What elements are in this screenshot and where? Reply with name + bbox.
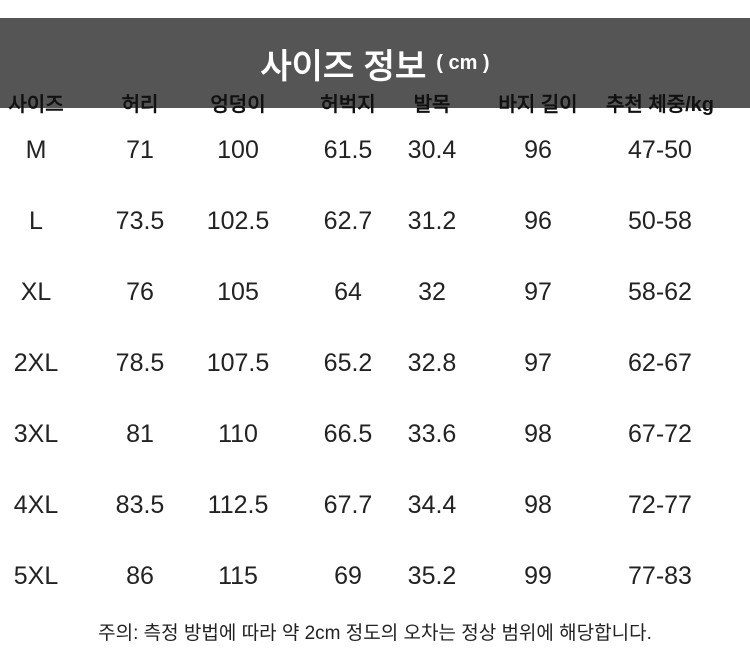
table-cell: 96: [524, 136, 552, 164]
table-cell: 83.5: [115, 491, 165, 519]
table-cell: 115: [218, 562, 258, 590]
column-header: 허벅지: [320, 94, 376, 116]
table-cell: 65.2: [323, 349, 373, 377]
table-cell: 81: [126, 420, 154, 448]
table-cell: 33.6: [407, 420, 457, 448]
table-cell: 30.4: [407, 136, 457, 164]
table-cell: 62.7: [323, 207, 373, 235]
table-cell: 76: [126, 278, 154, 306]
table-cell: 31.2: [407, 207, 457, 235]
table-cell: 67-72: [628, 420, 692, 448]
title-bar: 사이즈 정보 ( cm ): [0, 18, 750, 108]
table-cell: 110: [218, 420, 258, 448]
table-cell: M: [25, 136, 47, 164]
table-cell: 34.4: [407, 491, 457, 519]
table-cell: 77-83: [628, 562, 692, 590]
table-cell: 32.8: [407, 349, 457, 377]
table-cell: 96: [524, 207, 552, 235]
table-cell: 105: [217, 278, 259, 306]
table-cell: 64: [334, 278, 362, 306]
table-cell: 72-77: [628, 491, 692, 519]
table-cell: 32: [418, 278, 446, 306]
column-header: 추천 체중/kg: [605, 94, 715, 116]
table-cell: 112.5: [207, 491, 269, 519]
table-cell: 71: [126, 136, 154, 164]
table-cell: 61.5: [323, 136, 373, 164]
title: 사이즈 정보: [260, 47, 427, 86]
table-cell: L: [29, 207, 43, 235]
table-cell: 86: [126, 562, 154, 590]
table-cell: XL: [20, 278, 52, 306]
table-cell: 107.5: [206, 349, 270, 377]
table-cell: 97: [524, 278, 552, 306]
table-cell: 102.5: [206, 207, 270, 235]
table-cell: 98: [524, 420, 552, 448]
table-cell: 67.7: [323, 491, 373, 519]
table-cell: 66.5: [323, 420, 373, 448]
table-cell: 99: [524, 562, 552, 590]
column-header: 발목: [413, 94, 451, 116]
table-cell: 98: [524, 491, 552, 519]
column-header: 엉덩이: [210, 94, 266, 116]
table-cell: 3XL: [13, 420, 59, 448]
column-header: 바지 길이: [498, 94, 578, 116]
table-cell: 58-62: [628, 278, 692, 306]
table-cell: 5XL: [13, 562, 59, 590]
table-cell: 97: [524, 349, 552, 377]
table-cell: 100: [217, 136, 259, 164]
table-cell: 73.5: [115, 207, 165, 235]
column-header: 허리: [121, 94, 159, 116]
title-unit: ( cm ): [436, 51, 490, 74]
table-cell: 78.5: [115, 349, 165, 377]
measurement-note: 주의: 측정 방법에 따라 약 2cm 정도의 오차는 정상 범위에 해당합니다…: [98, 623, 652, 644]
table-cell: 2XL: [13, 349, 59, 377]
table-cell: 35.2: [407, 562, 457, 590]
table-cell: 4XL: [13, 491, 59, 519]
table-cell: 62-67: [628, 349, 692, 377]
table-cell: 50-58: [628, 207, 692, 235]
column-header: 사이즈: [8, 94, 64, 116]
table-cell: 47-50: [628, 136, 692, 164]
table-cell: 69: [334, 562, 362, 590]
